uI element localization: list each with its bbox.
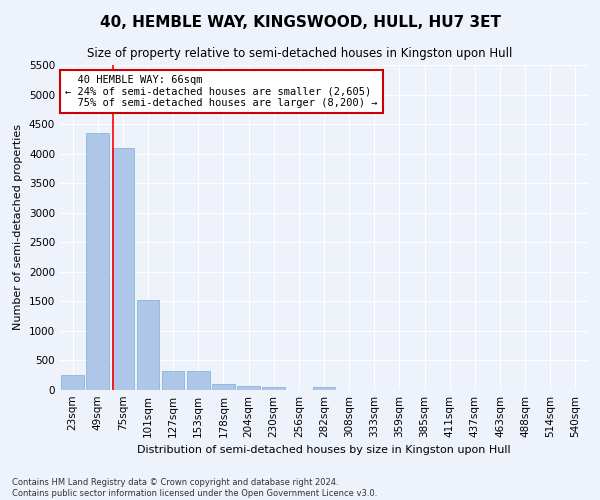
Bar (212, 384, 235, 390)
Text: 40 HEMBLE WAY: 66sqm
← 24% of semi-detached houses are smaller (2,605)
  75% of : 40 HEMBLE WAY: 66sqm ← 24% of semi-detac… (65, 74, 378, 108)
Text: Contains HM Land Registry data © Crown copyright and database right 2024.
Contai: Contains HM Land Registry data © Crown c… (12, 478, 377, 498)
Bar (162, 371, 184, 390)
Bar (86, 133, 109, 390)
Y-axis label: Number of semi-detached properties: Number of semi-detached properties (13, 124, 23, 330)
Bar (61, 375, 84, 390)
Text: Size of property relative to semi-detached houses in Kingston upon Hull: Size of property relative to semi-detach… (88, 48, 512, 60)
Bar (187, 372, 209, 390)
Bar (237, 386, 260, 390)
Text: 40, HEMBLE WAY, KINGSWOOD, HULL, HU7 3ET: 40, HEMBLE WAY, KINGSWOOD, HULL, HU7 3ET (100, 15, 500, 30)
X-axis label: Distribution of semi-detached houses by size in Kingston upon Hull: Distribution of semi-detached houses by … (137, 446, 511, 456)
Bar (137, 300, 160, 390)
Bar (262, 387, 285, 390)
Bar (112, 148, 134, 390)
Bar (313, 387, 335, 390)
